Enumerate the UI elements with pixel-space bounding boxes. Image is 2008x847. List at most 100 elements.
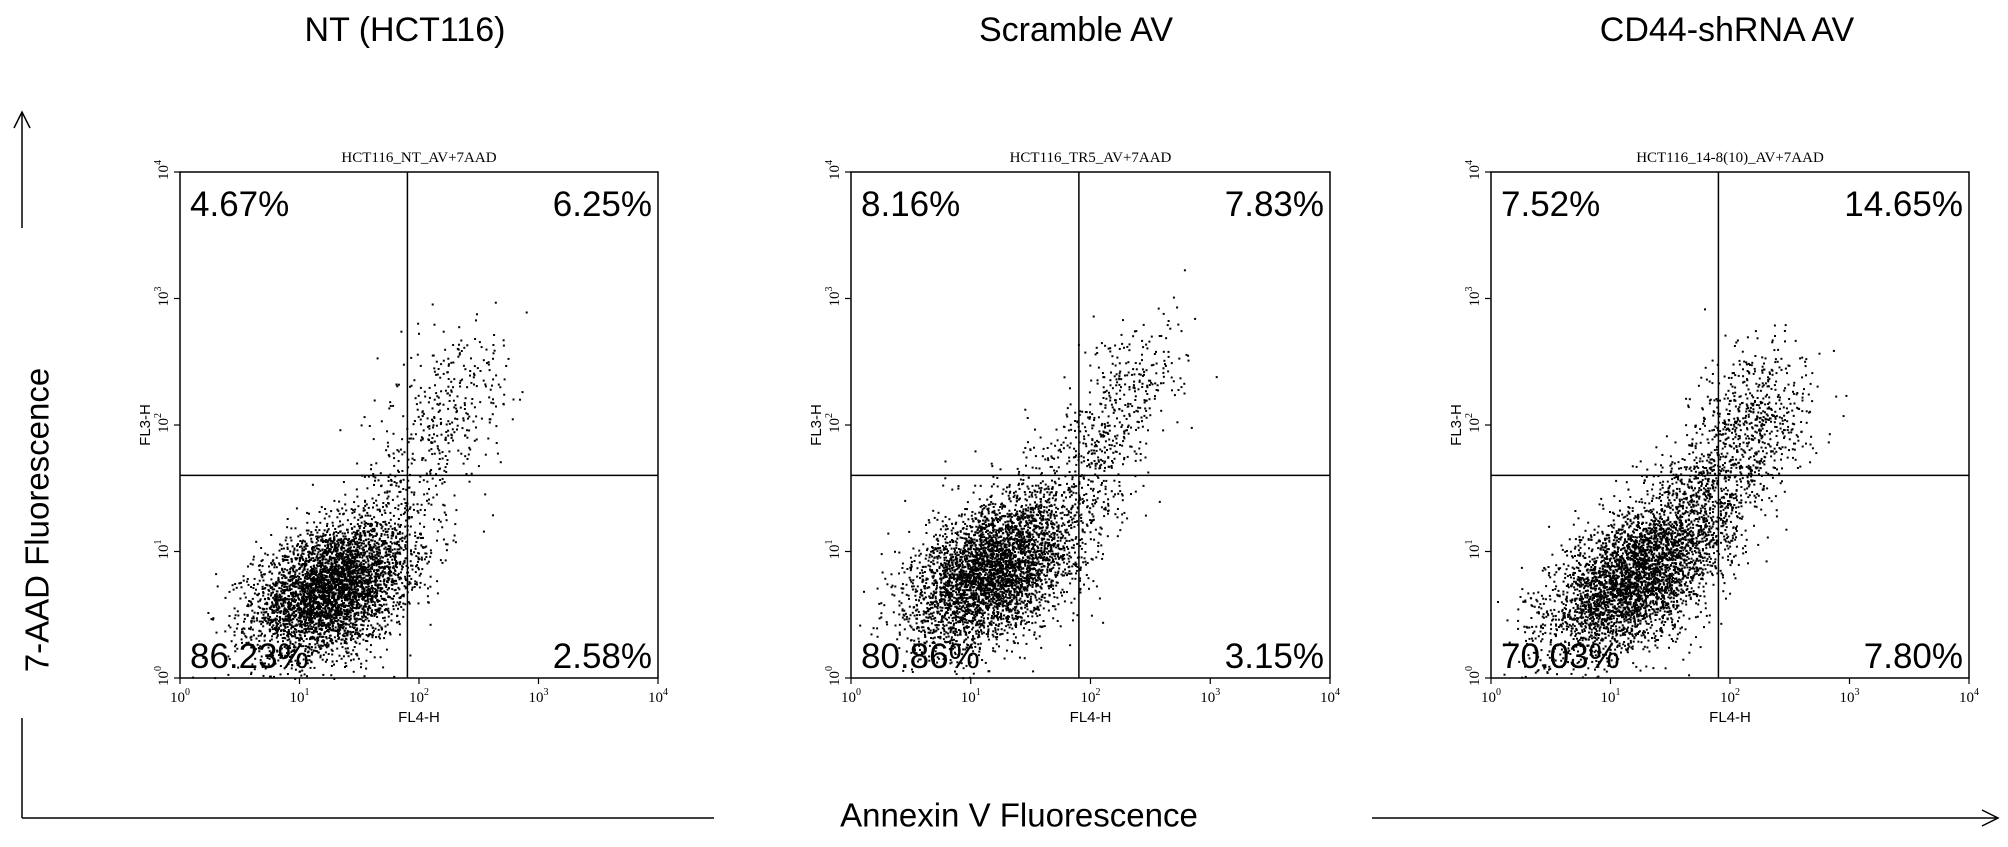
data-point (291, 560, 293, 563)
data-point (502, 402, 505, 405)
data-point (413, 379, 416, 382)
data-point (306, 627, 309, 630)
data-point (355, 576, 358, 579)
data-point (283, 636, 286, 639)
data-point (429, 472, 432, 475)
data-point (303, 540, 306, 543)
data-point (261, 585, 264, 588)
data-point (443, 504, 446, 507)
data-point (310, 631, 313, 634)
data-point (338, 571, 341, 574)
data-point (315, 630, 318, 633)
data-point (387, 572, 390, 575)
data-point (416, 510, 419, 512)
data-point (376, 570, 379, 573)
data-point (325, 554, 328, 557)
data-point (390, 580, 393, 583)
data-point (393, 579, 396, 582)
data-point (347, 531, 349, 534)
data-point (492, 514, 494, 517)
data-point (333, 572, 336, 575)
data-point (347, 602, 350, 605)
data-point (245, 641, 248, 644)
data-point (287, 610, 290, 613)
data-point (417, 415, 420, 418)
data-point (304, 619, 307, 622)
data-point (342, 602, 345, 604)
data-point (271, 626, 274, 629)
data-point (377, 583, 380, 586)
data-point (431, 453, 434, 456)
data-point (366, 595, 369, 598)
data-point (316, 650, 319, 653)
data-point (338, 587, 341, 590)
data-point (224, 646, 227, 649)
data-point (390, 597, 393, 600)
data-point (343, 629, 346, 632)
data-point (269, 570, 272, 573)
data-point (362, 509, 365, 512)
data-point (377, 575, 380, 578)
data-point (372, 551, 375, 554)
data-point (372, 502, 375, 504)
data-point (313, 629, 315, 632)
data-point (311, 637, 313, 640)
data-point (334, 639, 337, 642)
data-point (275, 636, 278, 639)
data-point (252, 587, 255, 590)
data-point (281, 584, 283, 587)
data-point (266, 553, 269, 556)
data-point (335, 534, 338, 537)
data-point (253, 577, 256, 580)
data-point (292, 552, 295, 554)
data-point (298, 560, 301, 562)
data-point (370, 539, 373, 542)
data-point (230, 640, 233, 643)
data-point (306, 631, 309, 634)
data-point (408, 575, 411, 577)
data-point (399, 576, 402, 579)
data-point (360, 569, 363, 572)
data-point (260, 655, 263, 658)
data-point (327, 597, 330, 600)
data-point (383, 637, 386, 640)
data-point (371, 636, 374, 639)
data-point (387, 587, 390, 590)
data-point (298, 639, 301, 642)
data-point (400, 330, 403, 333)
data-point (306, 511, 309, 514)
data-point (448, 394, 451, 397)
data-point (370, 463, 373, 466)
data-point (945, 556, 947, 559)
data-point (337, 544, 340, 546)
data-point (261, 621, 264, 624)
data-point (239, 597, 242, 600)
data-point (350, 592, 352, 594)
data-point (331, 541, 334, 544)
data-point (318, 603, 321, 605)
data-point (309, 603, 312, 606)
data-point (287, 589, 290, 592)
data-point (267, 596, 270, 599)
data-point (364, 569, 367, 571)
data-point (300, 600, 302, 603)
data-point (337, 598, 339, 601)
data-point (294, 624, 297, 627)
data-point (367, 514, 369, 517)
data-point (347, 592, 350, 595)
data-point (444, 559, 447, 562)
data-point (307, 627, 310, 630)
data-point (284, 615, 287, 618)
data-point (351, 557, 354, 559)
data-point (293, 606, 296, 609)
data-point (377, 493, 380, 496)
data-point (332, 550, 335, 553)
data-point (410, 491, 413, 494)
data-point (309, 610, 312, 613)
data-point (348, 565, 351, 568)
data-point (308, 618, 311, 621)
data-point (373, 543, 376, 546)
data-point (293, 604, 295, 607)
data-point (414, 397, 417, 400)
data-point (412, 423, 415, 426)
